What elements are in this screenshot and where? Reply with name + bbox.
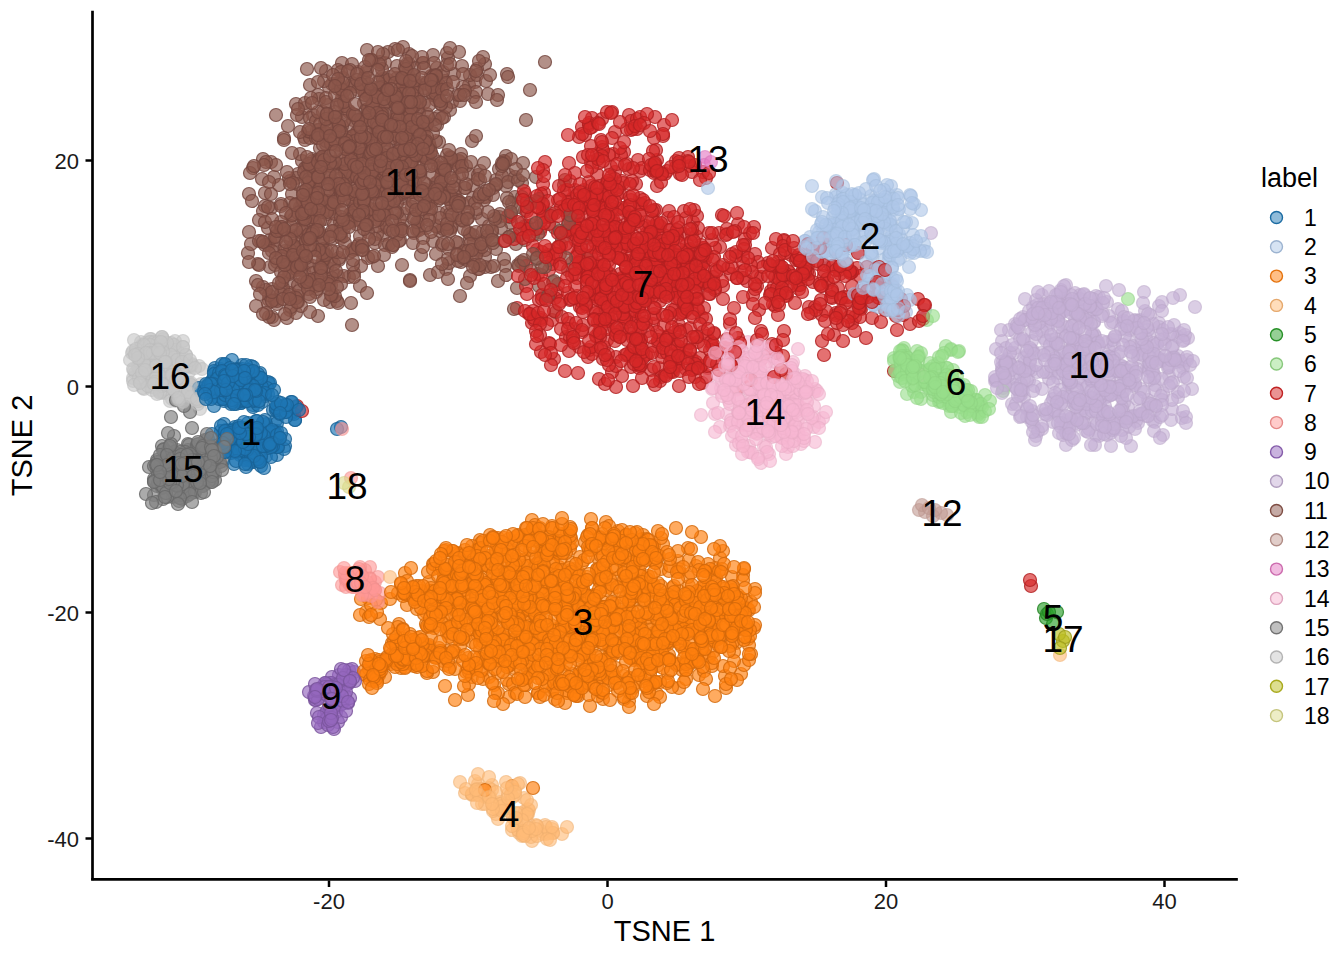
svg-text:9: 9: [321, 676, 342, 717]
svg-text:18: 18: [326, 466, 367, 507]
svg-text:14: 14: [744, 392, 785, 433]
svg-text:14: 14: [1304, 586, 1330, 612]
svg-text:label: label: [1261, 163, 1318, 193]
svg-text:-40: -40: [47, 827, 79, 852]
svg-text:16: 16: [149, 356, 190, 397]
svg-text:12: 12: [921, 493, 962, 534]
svg-text:10: 10: [1304, 468, 1330, 494]
svg-text:7: 7: [1304, 381, 1317, 407]
svg-text:17: 17: [1304, 674, 1330, 700]
svg-text:6: 6: [1304, 351, 1317, 377]
svg-text:0: 0: [67, 375, 79, 400]
svg-text:8: 8: [1304, 410, 1317, 436]
svg-text:18: 18: [1304, 703, 1330, 729]
svg-text:4: 4: [499, 794, 520, 835]
svg-text:9: 9: [1304, 439, 1317, 465]
svg-text:3: 3: [1304, 263, 1317, 289]
svg-text:0: 0: [601, 889, 613, 914]
svg-text:7: 7: [633, 264, 654, 305]
svg-text:13: 13: [687, 139, 728, 180]
svg-text:2: 2: [860, 216, 881, 257]
svg-text:1: 1: [241, 412, 262, 453]
svg-text:5: 5: [1304, 322, 1317, 348]
svg-text:40: 40: [1152, 889, 1176, 914]
svg-text:TSNE 1: TSNE 1: [614, 915, 716, 947]
svg-text:TSNE 2: TSNE 2: [6, 395, 38, 497]
svg-text:11: 11: [1304, 498, 1328, 524]
svg-text:20: 20: [874, 889, 898, 914]
svg-text:16: 16: [1304, 644, 1330, 670]
svg-text:-20: -20: [47, 601, 79, 626]
svg-text:13: 13: [1304, 556, 1330, 582]
svg-text:1: 1: [1304, 205, 1317, 231]
svg-text:-20: -20: [313, 889, 345, 914]
svg-text:12: 12: [1304, 527, 1330, 553]
svg-text:8: 8: [345, 559, 366, 600]
svg-text:17: 17: [1042, 619, 1083, 660]
svg-text:15: 15: [1304, 615, 1330, 641]
svg-text:2: 2: [1304, 234, 1317, 260]
svg-text:3: 3: [573, 602, 594, 643]
svg-text:15: 15: [162, 449, 203, 490]
svg-text:10: 10: [1068, 345, 1109, 386]
svg-text:20: 20: [55, 149, 79, 174]
svg-text:11: 11: [385, 162, 423, 203]
svg-text:6: 6: [946, 362, 967, 403]
svg-text:4: 4: [1304, 293, 1317, 319]
